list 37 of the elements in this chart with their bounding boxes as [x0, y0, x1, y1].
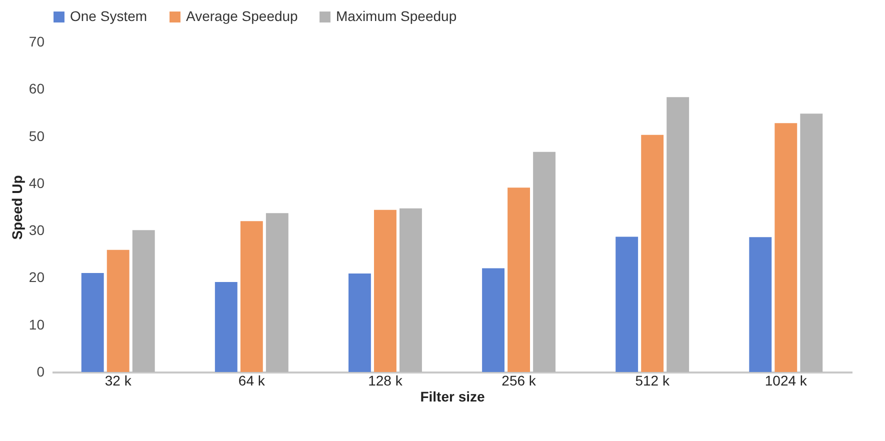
y-axis-title: Speed Up	[8, 175, 25, 240]
bar	[240, 221, 263, 372]
legend-label: Maximum Speedup	[336, 8, 457, 24]
y-tick-label: 70	[28, 34, 45, 50]
y-tick-label: 30	[28, 222, 45, 238]
x-tick-label: 1024 k	[764, 372, 808, 388]
bar	[774, 123, 798, 372]
x-tick-label: 128 k	[368, 372, 404, 388]
y-tick-label: 20	[28, 269, 45, 286]
y-tick-label: 60	[28, 80, 45, 97]
y-tick-label: 50	[28, 128, 45, 144]
bar	[800, 114, 823, 372]
bar	[81, 273, 104, 372]
bar	[400, 208, 422, 372]
bar	[132, 230, 155, 372]
x-tick-label: 32 k	[104, 372, 132, 388]
y-tick-label: 40	[28, 174, 45, 191]
bar	[266, 213, 288, 372]
x-axis-title: Filter size	[420, 388, 485, 404]
bar	[749, 237, 772, 372]
bar	[214, 282, 238, 372]
bar	[533, 152, 556, 372]
y-tick-label: 10	[28, 316, 45, 332]
x-tick-label: 512 k	[635, 372, 670, 388]
bar	[641, 134, 664, 372]
y-tick-label: 0	[36, 364, 45, 380]
x-tick-label: 64 k	[238, 372, 266, 388]
x-tick-label: 256 k	[502, 372, 537, 388]
bar	[106, 250, 130, 372]
legend-label: One System	[70, 8, 148, 24]
bar	[508, 188, 530, 372]
legend-label: Average Speedup	[186, 8, 298, 24]
bar	[374, 210, 396, 372]
bar	[616, 236, 638, 372]
bar	[348, 273, 371, 372]
bar	[666, 97, 690, 372]
bar	[482, 268, 504, 372]
